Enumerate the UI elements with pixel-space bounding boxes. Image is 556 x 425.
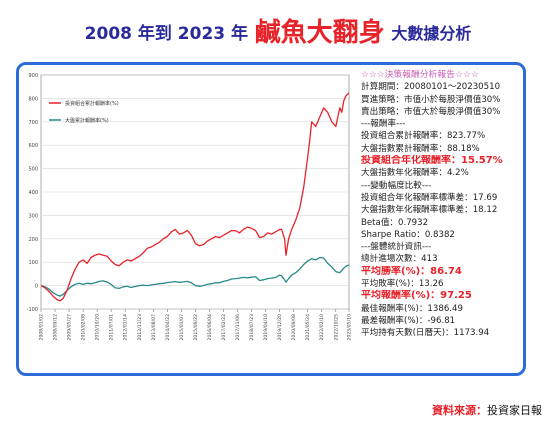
report-line: 平均敗率(%)：13.26	[361, 279, 444, 290]
x-tick-label: 2014/04/22	[165, 314, 171, 341]
report-line: 最佳報酬率(%)：1386.49	[361, 303, 463, 314]
x-tick-label: 2009/05/27	[67, 314, 73, 341]
analysis-report-panel: ☆☆☆決策報酬分析報告☆☆☆ 計算期間：20080101～20230510 買進策略…	[359, 69, 523, 373]
report-line: 大盤指數累計報酬率：88.18%	[361, 143, 480, 154]
line-chart: -100 0 100 200 300 400 500 600 700 800 900 2008/01/…	[27, 73, 353, 341]
title-prefix: 2008 年到 2023 年	[84, 24, 249, 44]
y-tick-label: 600	[28, 143, 38, 149]
chart-frame: -100 0 100 200 300 400 500 600 700 800 900 2008/01/…	[16, 62, 526, 376]
x-tick-label: 2015/09/22	[193, 314, 199, 341]
x-tick-label: 2022/10/25	[333, 314, 339, 341]
series-line	[40, 92, 350, 302]
x-tick-label: 2010/10/20	[95, 314, 101, 341]
x-tick-label: 2017/02/22	[221, 314, 227, 341]
x-tick-label: 2019/04/10	[263, 314, 269, 341]
x-tick-label: 2012/11/23	[137, 314, 143, 341]
report-line: ---變動幅度比較---	[361, 180, 432, 191]
source-value: 投資家日報	[487, 404, 542, 417]
report-line: 最差報酬率(%)：-96.81	[361, 315, 456, 326]
report-line: 投資組合年化報酬率標準差：17.69	[361, 192, 498, 203]
y-tick-label: 900	[28, 73, 38, 79]
x-tick-label: 2023/05/10	[347, 314, 353, 341]
report-line: ☆☆☆決策報酬分析報告☆☆☆	[361, 70, 479, 80]
x-tick-label: 2018/07/23	[249, 314, 255, 341]
title-highlight: 鹹魚大翻身	[254, 18, 385, 48]
report-line: 投資組合累計報酬率：823.77%	[361, 131, 486, 142]
report-line: 買進策略：市值小於每股淨價值30%	[361, 94, 501, 105]
y-tick-label: 400	[28, 190, 38, 196]
y-tick-label: 200	[28, 237, 38, 243]
y-tick-label: 700	[28, 120, 38, 126]
x-tick-label: 2016/06/04	[207, 314, 213, 341]
report-line: ---報酬率---	[361, 119, 406, 130]
report-line: Beta值：0.7932	[361, 217, 429, 228]
report-line: 平均持有天數(日曆天)：1173.94	[361, 328, 490, 339]
x-tick-label: 2022/02/10	[319, 314, 325, 341]
report-line: 投資組合年化報酬率：15.57%	[361, 155, 503, 167]
x-tick-label: 2020/09/08	[291, 314, 297, 341]
x-tick-label: 2015/01/07	[179, 314, 185, 341]
report-line: 賣出策略：市值大於每股淨價值30%	[361, 106, 501, 117]
legend-label: 投資組合累計報酬率(%)	[65, 100, 119, 107]
report-line: 總計進場次數：413	[361, 254, 438, 265]
x-tick-label: 2011/07/01	[109, 314, 115, 341]
title-suffix: 大數據分析	[391, 24, 472, 43]
report-line: 平均勝率(%)：86.74	[361, 265, 462, 277]
report-line: 平均報酬率(%)：97.25	[361, 290, 472, 302]
series-line	[40, 256, 350, 297]
y-tick-label: 0	[35, 284, 38, 290]
y-tick-label: 100	[28, 260, 38, 266]
report-line: 大盤指數年化報酬率：4.2%	[361, 168, 469, 179]
x-tick-label: 2021/05/24	[305, 314, 311, 341]
legend-label: 大盤累計報酬率(%)	[65, 117, 109, 124]
source-note: 資料來源：投資家日報	[432, 402, 542, 418]
x-tick-label: 2017/11/06	[235, 314, 241, 341]
report-line: 計算期間：20080101～20230510	[361, 82, 501, 93]
report-line: 大盤指數年化報酬率標準差：18.12	[361, 205, 498, 216]
x-tick-label: 2010/02/08	[81, 314, 87, 341]
report-line: ---盤體統計資訊---	[361, 242, 432, 253]
x-tick-label: 2013/08/07	[151, 314, 157, 341]
x-tick-label: 2008/01/02	[39, 314, 45, 341]
y-tick-label: 500	[28, 167, 38, 173]
y-tick-label: -100	[27, 307, 38, 313]
page-title: 2008 年到 2023 年 鹹魚大翻身 大數據分析	[0, 18, 556, 49]
source-label: 資料來源：	[432, 404, 487, 417]
y-tick-label: 300	[28, 213, 38, 219]
x-tick-label: 2012/03/14	[123, 314, 129, 341]
x-tick-label: 2019/12/20	[277, 314, 283, 341]
x-tick-label: 2008/09/12	[53, 314, 59, 341]
report-line: Sharpe Ratio：0.8382	[361, 229, 455, 240]
y-tick-label: 800	[28, 96, 38, 102]
